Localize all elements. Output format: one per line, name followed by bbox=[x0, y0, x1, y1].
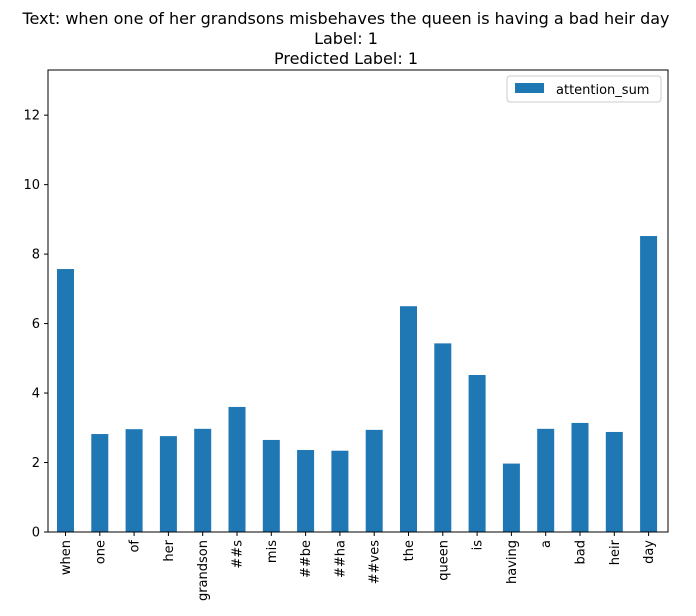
y-tick-label: 10 bbox=[23, 178, 40, 193]
title-line-2: Label: 1 bbox=[314, 29, 378, 48]
bar-##be bbox=[297, 450, 315, 532]
y-axis: 0 2 4 6 8 10 12 bbox=[23, 109, 48, 541]
legend: attention_sum bbox=[506, 75, 662, 103]
x-tick-label: mis bbox=[265, 540, 280, 563]
bar-of bbox=[125, 429, 143, 532]
legend-swatch bbox=[515, 83, 544, 93]
bar-##s bbox=[228, 406, 246, 532]
bar-the bbox=[400, 306, 417, 532]
x-tick-label: grandson bbox=[196, 540, 211, 601]
x-tick-label: a bbox=[539, 540, 554, 548]
x-tick-label: having bbox=[505, 540, 520, 584]
x-tick-label: day bbox=[642, 540, 657, 564]
x-tick-label: one bbox=[93, 540, 108, 564]
title-line-3: Predicted Label: 1 bbox=[274, 49, 418, 68]
bar-is bbox=[468, 374, 486, 532]
legend-label: attention_sum bbox=[556, 83, 649, 98]
x-tick-label: of bbox=[128, 540, 143, 553]
bar-one bbox=[91, 434, 109, 532]
y-tick-label: 2 bbox=[32, 456, 40, 471]
x-tick-label: ##ha bbox=[333, 540, 348, 578]
x-tick-label: ##be bbox=[299, 540, 314, 578]
x-tick-label: is bbox=[471, 540, 486, 551]
bar-heir bbox=[605, 431, 623, 532]
bar-##ha bbox=[331, 450, 349, 532]
legend-box bbox=[506, 75, 662, 103]
bar-day bbox=[640, 236, 658, 533]
bar-having bbox=[502, 463, 520, 532]
x-tick-label: her bbox=[162, 539, 177, 561]
bar-when bbox=[57, 269, 74, 532]
bar-grandson bbox=[194, 428, 212, 532]
y-tick-label: 6 bbox=[32, 317, 40, 332]
title-line-1: Text: when one of her grandsons misbehav… bbox=[22, 9, 670, 28]
y-tick-label: 12 bbox=[23, 109, 40, 124]
x-tick-label: queen bbox=[436, 540, 451, 581]
y-tick-label: 4 bbox=[32, 387, 40, 402]
bar-a bbox=[537, 428, 555, 532]
x-tick-label: ##s bbox=[231, 540, 246, 569]
x-tick-label: the bbox=[402, 540, 417, 561]
bars-layer bbox=[57, 236, 658, 533]
x-tick-label: ##ves bbox=[368, 540, 383, 584]
y-tick-label: 8 bbox=[32, 248, 40, 263]
bar-her bbox=[159, 436, 177, 532]
x-tick-label: heir bbox=[608, 539, 623, 565]
bar-##ves bbox=[365, 429, 383, 532]
x-tick-label: when bbox=[59, 540, 74, 575]
bar-bad bbox=[571, 422, 589, 532]
bar-queen bbox=[434, 343, 452, 532]
bar-mis bbox=[262, 439, 280, 532]
x-tick-label: bad bbox=[574, 540, 589, 564]
chart-title: Text: when one of her grandsons misbehav… bbox=[22, 9, 670, 68]
plot-frame bbox=[47, 69, 669, 533]
x-axis: when one of her grandson ##s mis ##be ##ha ##ves t… bbox=[59, 532, 657, 601]
y-tick-label: 0 bbox=[32, 526, 40, 541]
